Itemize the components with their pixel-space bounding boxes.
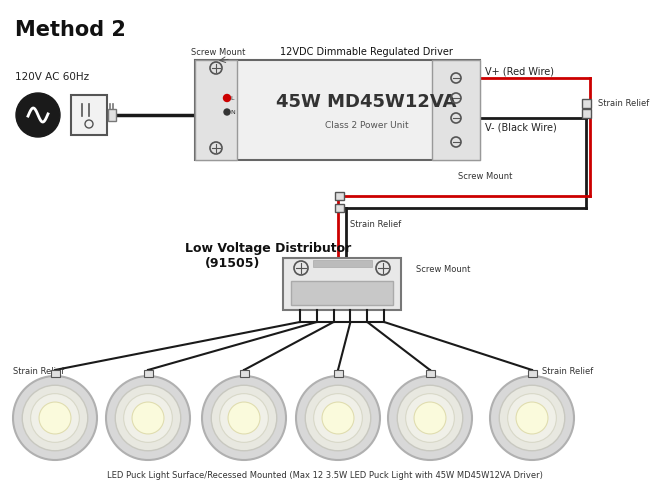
Text: Strain Relief: Strain Relief [350, 220, 401, 229]
Text: Method 2: Method 2 [15, 20, 126, 40]
FancyBboxPatch shape [313, 260, 372, 267]
Circle shape [516, 402, 548, 434]
Text: Screw Mount: Screw Mount [191, 48, 245, 57]
Circle shape [397, 385, 463, 451]
FancyBboxPatch shape [195, 60, 480, 160]
Circle shape [406, 394, 454, 442]
Text: V+ (Red Wire): V+ (Red Wire) [485, 66, 554, 76]
Circle shape [132, 402, 164, 434]
FancyBboxPatch shape [283, 258, 401, 310]
Text: Strain Relief: Strain Relief [542, 367, 593, 377]
Circle shape [414, 402, 446, 434]
Text: L: L [230, 96, 233, 101]
Circle shape [296, 376, 380, 460]
FancyBboxPatch shape [335, 191, 343, 200]
FancyBboxPatch shape [333, 369, 343, 377]
Circle shape [124, 394, 172, 442]
Text: Low Voltage Distributor: Low Voltage Distributor [185, 242, 351, 255]
Circle shape [202, 376, 286, 460]
Circle shape [490, 376, 574, 460]
Circle shape [31, 394, 79, 442]
Text: Screw Mount: Screw Mount [458, 172, 512, 181]
Circle shape [39, 402, 71, 434]
Circle shape [224, 109, 230, 115]
FancyBboxPatch shape [239, 369, 248, 377]
Text: N: N [230, 109, 235, 115]
FancyBboxPatch shape [528, 369, 536, 377]
Circle shape [499, 385, 565, 451]
Circle shape [322, 402, 354, 434]
Circle shape [16, 93, 60, 137]
Text: 12VDC Dimmable Regulated Driver: 12VDC Dimmable Regulated Driver [280, 47, 452, 57]
Text: Screw Mount: Screw Mount [416, 265, 471, 274]
FancyBboxPatch shape [144, 369, 153, 377]
FancyBboxPatch shape [582, 99, 590, 107]
Circle shape [388, 376, 472, 460]
Text: (91505): (91505) [205, 257, 261, 270]
Text: Strain Relief: Strain Relief [598, 100, 649, 108]
Circle shape [211, 385, 277, 451]
Text: Class 2 Power Unit: Class 2 Power Unit [325, 121, 408, 129]
Text: 120V AC 60Hz: 120V AC 60Hz [15, 72, 89, 82]
Circle shape [13, 376, 97, 460]
FancyBboxPatch shape [582, 108, 590, 118]
FancyBboxPatch shape [426, 369, 434, 377]
Circle shape [115, 385, 181, 451]
FancyBboxPatch shape [195, 60, 237, 160]
FancyBboxPatch shape [51, 369, 60, 377]
Circle shape [224, 95, 231, 102]
Text: V- (Black Wire): V- (Black Wire) [485, 123, 557, 133]
Circle shape [508, 394, 556, 442]
Circle shape [314, 394, 362, 442]
Circle shape [220, 394, 268, 442]
Text: 45W MD45W12VA: 45W MD45W12VA [276, 93, 457, 111]
FancyBboxPatch shape [71, 95, 107, 135]
Circle shape [228, 402, 260, 434]
Text: Strain Relief: Strain Relief [13, 367, 64, 377]
Circle shape [106, 376, 190, 460]
FancyBboxPatch shape [108, 109, 116, 121]
Circle shape [306, 385, 370, 451]
Circle shape [22, 385, 88, 451]
FancyBboxPatch shape [291, 282, 393, 305]
FancyBboxPatch shape [335, 203, 343, 211]
FancyBboxPatch shape [432, 60, 480, 160]
Text: LED Puck Light Surface/Recessed Mounted (Max 12 3.5W LED Puck Light with 45W MD4: LED Puck Light Surface/Recessed Mounted … [107, 471, 543, 480]
